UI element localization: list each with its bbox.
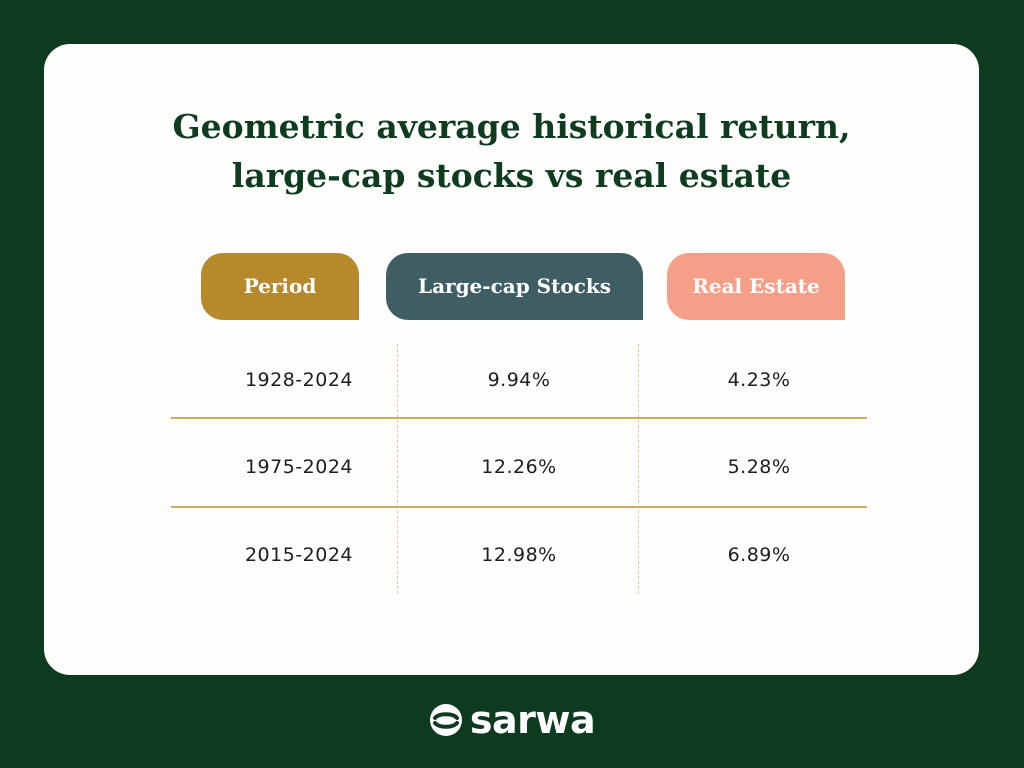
header-large-cap-stocks: Large-cap Stocks	[386, 253, 643, 320]
table-row: 1928-2024 9.94% 4.23%	[44, 360, 979, 400]
page-title: Geometric average historical return, lar…	[44, 102, 979, 200]
stocks-return-cell: 12.98%	[481, 544, 557, 566]
title-line-2: large-cap stocks vs real estate	[231, 156, 792, 195]
real-estate-return-cell: 5.28%	[727, 456, 791, 478]
column-divider	[397, 344, 398, 594]
table-row: 1975-2024 12.26% 5.28%	[44, 447, 979, 487]
header-period: Period	[201, 253, 359, 320]
row-divider	[171, 417, 867, 419]
brand-name: sarwa	[469, 698, 596, 742]
brand-logo: sarwa	[0, 690, 1024, 750]
sarwa-logo-mark-icon	[429, 704, 462, 736]
table-row: 2015-2024 12.98% 6.89%	[44, 535, 979, 575]
column-divider	[638, 344, 639, 594]
period-cell: 1975-2024	[244, 456, 354, 478]
real-estate-return-cell: 6.89%	[727, 544, 791, 566]
stocks-return-cell: 9.94%	[487, 369, 551, 391]
period-cell: 1928-2024	[244, 369, 354, 391]
real-estate-return-cell: 4.23%	[727, 369, 791, 391]
content-card: Geometric average historical return, lar…	[44, 44, 979, 675]
stocks-return-cell: 12.26%	[481, 456, 557, 478]
row-divider	[171, 506, 867, 508]
header-real-estate: Real Estate	[667, 253, 845, 320]
period-cell: 2015-2024	[244, 544, 354, 566]
title-line-1: Geometric average historical return,	[172, 107, 851, 146]
